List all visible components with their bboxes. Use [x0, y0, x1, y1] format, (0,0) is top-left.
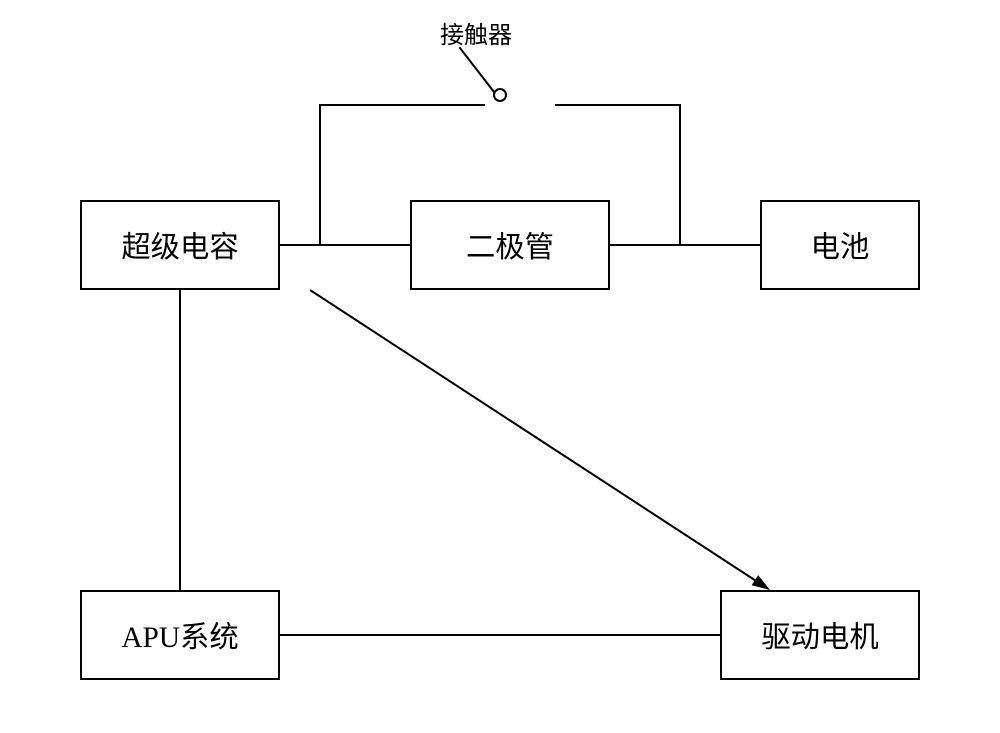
- block-battery-label: 电池: [811, 224, 870, 266]
- diagram-canvas: 超级电容 二极管 电池 APU系统 驱动电机 接触器: [0, 0, 1000, 733]
- contactor-label-leader: [460, 48, 494, 92]
- block-apu-system-label: APU系统: [121, 614, 238, 656]
- block-diode-label: 二极管: [466, 224, 554, 266]
- block-supercapacitor-label: 超级电容: [121, 224, 238, 266]
- wire-supercap-to-motor-arrowhead: [752, 575, 770, 590]
- block-drive-motor: 驱动电机: [720, 590, 920, 680]
- block-diode: 二极管: [410, 200, 610, 290]
- contactor-switch-icon: [494, 89, 506, 101]
- block-drive-motor-label: 驱动电机: [761, 614, 878, 656]
- block-battery: 电池: [760, 200, 920, 290]
- wire-supercap-to-motor: [310, 290, 761, 584]
- label-contactor: 接触器: [440, 15, 512, 50]
- label-contactor-text: 接触器: [440, 23, 512, 49]
- block-supercapacitor: 超级电容: [80, 200, 280, 290]
- block-apu-system: APU系统: [80, 590, 280, 680]
